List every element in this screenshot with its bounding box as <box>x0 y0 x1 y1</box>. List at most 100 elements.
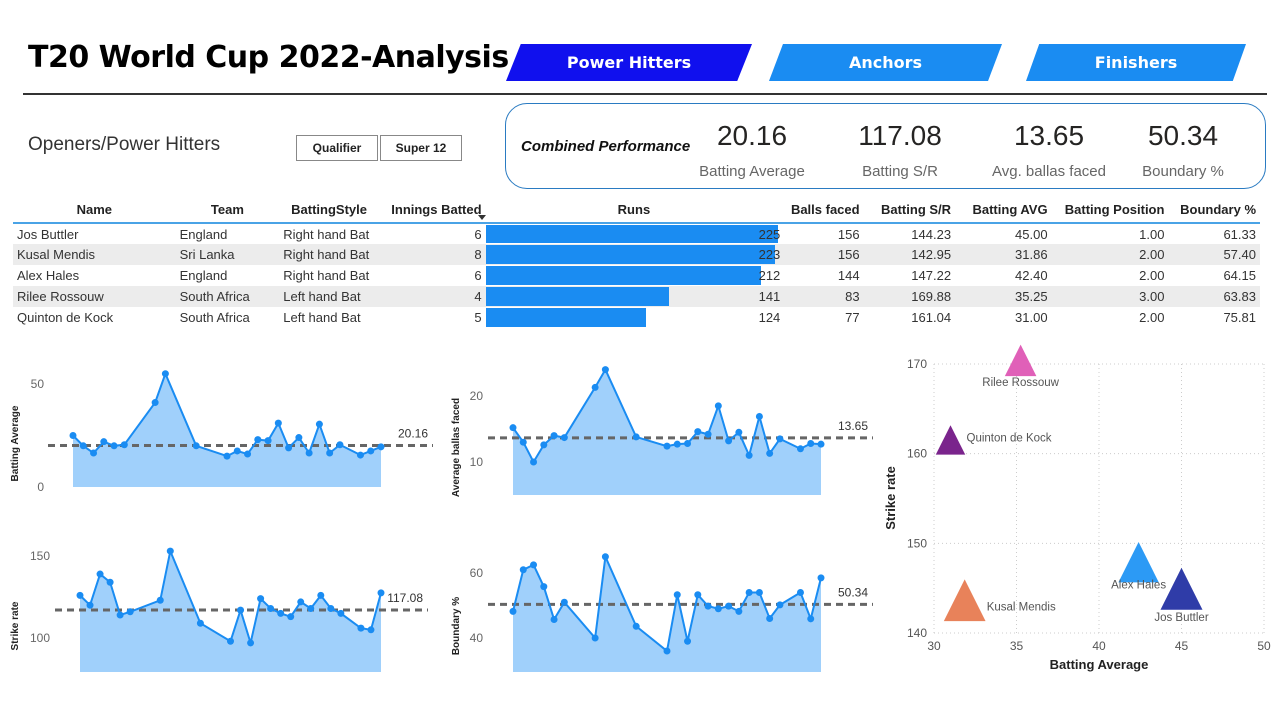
cell-boundary: 75.81 <box>1223 310 1256 325</box>
data-point <box>356 451 364 459</box>
scatter-point-triangle <box>935 425 966 455</box>
column-header-boundary[interactable]: Boundary % <box>1168 196 1260 224</box>
point-label: Quinton de Kock <box>967 432 1052 444</box>
data-point <box>337 609 345 617</box>
data-point <box>509 424 517 432</box>
sort-descending-icon[interactable] <box>478 215 486 220</box>
cell-runs: 223 <box>485 244 783 265</box>
nav-anchors-button[interactable]: Anchors <box>769 44 1002 81</box>
column-header-innings[interactable]: Innings Batted <box>378 196 486 224</box>
cell-sr: 147.22 <box>911 268 952 283</box>
runs-value: 223 <box>758 247 781 262</box>
data-point <box>766 615 774 622</box>
data-point <box>694 591 702 599</box>
table-row[interactable]: Rilee Rossouw South Africa Left hand Bat 4 1… <box>13 286 1260 307</box>
section-title: Openers/Power Hitters <box>28 134 221 155</box>
data-point <box>704 430 712 438</box>
runs-value: 212 <box>758 268 781 283</box>
data-point <box>277 609 285 617</box>
data-point <box>632 622 640 630</box>
table-row[interactable]: Quinton de Kock South Africa Left hand Bat… <box>13 307 1260 328</box>
runs-data-bar <box>485 308 647 327</box>
data-point <box>90 449 98 457</box>
cell-runs: 124 <box>485 307 783 328</box>
data-point <box>530 458 538 466</box>
data-point <box>317 591 325 599</box>
data-point <box>632 433 640 441</box>
data-point <box>745 451 753 459</box>
column-header-name[interactable]: Name <box>13 196 176 224</box>
data-point <box>684 637 692 645</box>
nav-finishers-button[interactable]: Finishers <box>1026 44 1246 81</box>
cell-avg: 35.25 <box>955 286 1052 307</box>
scatter-point-triangle <box>1118 542 1159 583</box>
y-tick-label: 50 <box>31 377 45 391</box>
reference-label: 50.34 <box>838 585 868 599</box>
table-row[interactable]: Kusal Mendis Sri Lanka Right hand Bat 8 223 1… <box>13 244 1260 265</box>
y-tick-label: 60 <box>470 566 484 580</box>
cell-batting-style: Right hand Bat <box>279 244 379 265</box>
x-tick-label: 35 <box>1010 639 1024 653</box>
data-point <box>274 419 282 427</box>
data-point <box>285 444 293 452</box>
cell-runs: 212 <box>485 265 783 286</box>
data-point <box>192 442 200 450</box>
data-point <box>267 604 275 612</box>
column-header-avg[interactable]: Batting AVG <box>955 196 1052 224</box>
data-point <box>560 434 568 442</box>
data-point <box>807 615 815 623</box>
data-point <box>714 605 722 613</box>
kpi-batting-average-label: Batting Average <box>699 163 805 180</box>
data-point <box>326 449 334 457</box>
point-label: Alex Hales <box>1111 579 1166 591</box>
data-point <box>257 595 265 603</box>
y-tick-label: 100 <box>30 631 50 645</box>
column-header-team[interactable]: Team <box>175 196 280 224</box>
column-header-balls[interactable]: Balls faced <box>782 196 864 224</box>
data-point <box>684 440 692 448</box>
cell-name: Kusal Mendis <box>13 244 176 265</box>
data-point <box>247 639 255 647</box>
cell-sr: 161.04 <box>911 310 952 325</box>
series-line <box>72 370 382 458</box>
cell-batting-style: Right hand Bat <box>283 268 370 283</box>
table-row[interactable]: Alex Hales England Right hand Bat 6 212 144 14… <box>13 265 1260 286</box>
data-point <box>673 440 681 448</box>
cell-balls: 77 <box>845 310 860 325</box>
data-point <box>601 366 609 374</box>
data-point <box>367 447 375 455</box>
cell-boundary: 63.83 <box>1168 286 1260 307</box>
point-label: Jos Buttler <box>1154 612 1208 624</box>
chart-boundary-pct <box>488 553 873 672</box>
y-tick-label: 170 <box>907 357 927 371</box>
data-point <box>663 647 671 655</box>
kpi-batting-sr-label: Batting S/R <box>862 163 938 180</box>
runs-value: 141 <box>758 289 781 304</box>
cell-avg: 31.86 <box>955 244 1052 265</box>
data-point <box>315 420 323 428</box>
data-point <box>254 436 262 444</box>
chart-batting-average <box>48 370 433 487</box>
kpi-avg-balls-value: 13.65 <box>1013 120 1085 151</box>
data-point <box>776 435 784 443</box>
nav-power-hitters-button[interactable]: Power Hitters <box>506 44 752 81</box>
table-row[interactable]: Jos Buttler England Right hand Bat 6 225 156 1… <box>13 223 1260 244</box>
slicer-qualifier[interactable]: Qualifier <box>296 135 378 161</box>
x-tick-label: 45 <box>1175 639 1189 653</box>
column-header-sr[interactable]: Batting S/R <box>863 196 956 224</box>
column-header-position[interactable]: Batting Position <box>1051 196 1169 224</box>
data-point <box>755 412 763 420</box>
data-point <box>106 578 114 586</box>
column-header-runs[interactable]: Runs <box>485 196 783 224</box>
cell-innings: 6 <box>474 226 482 242</box>
point-label: Kusal Mendis <box>987 602 1056 614</box>
scatter-point-triangle <box>1160 567 1203 610</box>
reference-label: 117.08 <box>387 591 423 605</box>
cell-batting-style: Right hand Bat <box>283 226 370 242</box>
cell-balls: 156 <box>837 226 860 242</box>
slicer-super-12[interactable]: Super 12 <box>380 135 462 161</box>
data-point <box>69 432 77 439</box>
column-header-batting-style[interactable]: BattingStyle <box>279 196 379 224</box>
reference-label: 20.16 <box>398 426 428 440</box>
